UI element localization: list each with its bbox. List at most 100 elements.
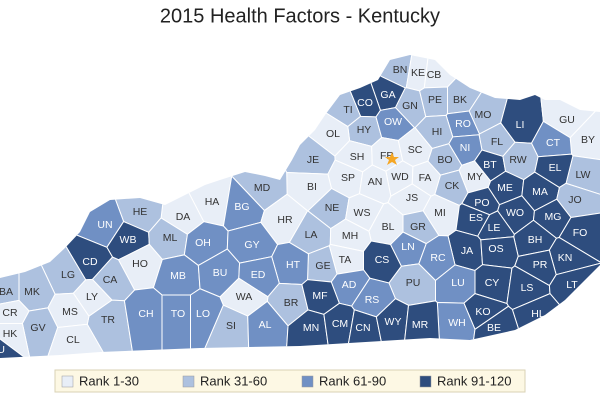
- legend-label: Rank 91-120: [437, 373, 511, 388]
- county-label: FA: [419, 172, 432, 184]
- county-label: CR: [2, 307, 18, 319]
- county-label: AN: [368, 176, 383, 188]
- county-label: BN: [393, 64, 408, 76]
- county-label: LW: [576, 169, 591, 181]
- county-label: CH: [138, 308, 153, 320]
- county-label: HA: [205, 196, 220, 208]
- county-label: LY: [86, 291, 98, 303]
- county-label: FU: [0, 344, 5, 356]
- county-label: LS: [521, 282, 534, 294]
- county-label: HE: [133, 206, 148, 218]
- county-label: EL: [549, 162, 562, 174]
- county-label: JE: [307, 154, 319, 166]
- county-label: GU: [559, 114, 575, 126]
- county-label: HI: [432, 126, 443, 138]
- legend-swatch: [301, 375, 314, 388]
- county-label: RW: [509, 154, 526, 166]
- county-label: GE: [315, 260, 330, 272]
- county-label: NI: [460, 142, 471, 154]
- county-region: [161, 294, 191, 358]
- county-label: MR: [412, 319, 429, 331]
- county-label: BK: [453, 94, 467, 106]
- county-label: WA: [236, 291, 253, 303]
- county-label: MG: [545, 211, 562, 223]
- county-label: PO: [474, 197, 489, 209]
- county-label: KE: [411, 67, 425, 79]
- county-label: CK: [445, 180, 460, 192]
- county-region: [401, 300, 442, 358]
- county-label: LI: [516, 119, 525, 131]
- county-label: WY: [385, 316, 402, 328]
- county-label: KO: [475, 306, 490, 318]
- county-region: [195, 55, 362, 128]
- county-region: [21, 307, 59, 358]
- county-label: HK: [3, 328, 18, 340]
- county-label: AD: [342, 279, 357, 291]
- county-label: WH: [448, 317, 466, 329]
- county-label: GR: [410, 221, 426, 233]
- county-label: MO: [475, 109, 492, 121]
- county-label: PR: [533, 259, 548, 271]
- county-label: HR: [277, 214, 293, 226]
- county-label: GV: [30, 322, 45, 334]
- county-label: BI: [307, 181, 317, 193]
- county-label: GY: [244, 239, 259, 251]
- county-label: TR: [101, 314, 115, 326]
- county-label: JO: [568, 194, 581, 206]
- county-label: SH: [350, 151, 365, 163]
- county-region: [511, 293, 600, 358]
- county-label: CY: [485, 277, 500, 289]
- county-label: FO: [573, 227, 588, 239]
- county-label: BL: [382, 221, 395, 233]
- county-label: OH: [195, 237, 211, 249]
- county-label: MN: [303, 322, 319, 334]
- county-label: CO: [357, 97, 373, 109]
- county-label: SP: [341, 172, 355, 184]
- county-label: BA: [0, 286, 13, 298]
- county-label: LE: [488, 222, 501, 234]
- county-label: CB: [427, 69, 442, 81]
- legend-swatch: [61, 375, 74, 388]
- county-label: SC: [408, 144, 423, 156]
- county-label: JA: [461, 245, 473, 257]
- capital-star: [385, 152, 399, 165]
- county-label: KN: [558, 252, 573, 264]
- county-label: LG: [61, 269, 75, 281]
- map-title: 2015 Health Factors - Kentucky: [160, 5, 440, 27]
- county-label: BG: [234, 201, 249, 213]
- county-label: RC: [430, 252, 446, 264]
- county-label: HL: [531, 308, 545, 320]
- county-label: TI: [343, 104, 352, 116]
- county-label: ME: [497, 182, 513, 194]
- county-region: [0, 145, 20, 309]
- county-label: LU: [451, 277, 464, 289]
- county-label: MD: [254, 182, 271, 194]
- county-label: LA: [305, 229, 318, 241]
- legend-box: [54, 369, 526, 393]
- label-layer: BN KE CB GA CO TI GN PE BK HY OW RO MO LI GU OL HI BY FL NI…: [0, 64, 595, 356]
- county-label: WB: [120, 234, 137, 246]
- county-layer: [0, 55, 600, 358]
- county-label: TO: [171, 308, 185, 320]
- county-label: NE: [325, 202, 340, 214]
- county-label: BE: [487, 322, 501, 334]
- county-label: CD: [82, 256, 98, 268]
- county-label: OS: [488, 243, 503, 255]
- county-label: AL: [259, 319, 272, 331]
- county-region: [123, 287, 163, 358]
- county-label: PU: [406, 277, 421, 289]
- county-label: BO: [437, 154, 452, 166]
- county-label: MF: [312, 290, 327, 302]
- county-label: HO: [132, 258, 148, 270]
- county-label: MB: [170, 270, 186, 282]
- legend-label: Rank 1-30: [79, 373, 139, 388]
- county-label: LT: [566, 279, 578, 291]
- county-label: UN: [97, 219, 112, 231]
- county-label: DA: [176, 211, 191, 223]
- county-label: MY: [467, 171, 483, 183]
- county-label: MS: [62, 306, 78, 318]
- county-label: CA: [103, 274, 118, 286]
- county-label: HT: [286, 259, 301, 271]
